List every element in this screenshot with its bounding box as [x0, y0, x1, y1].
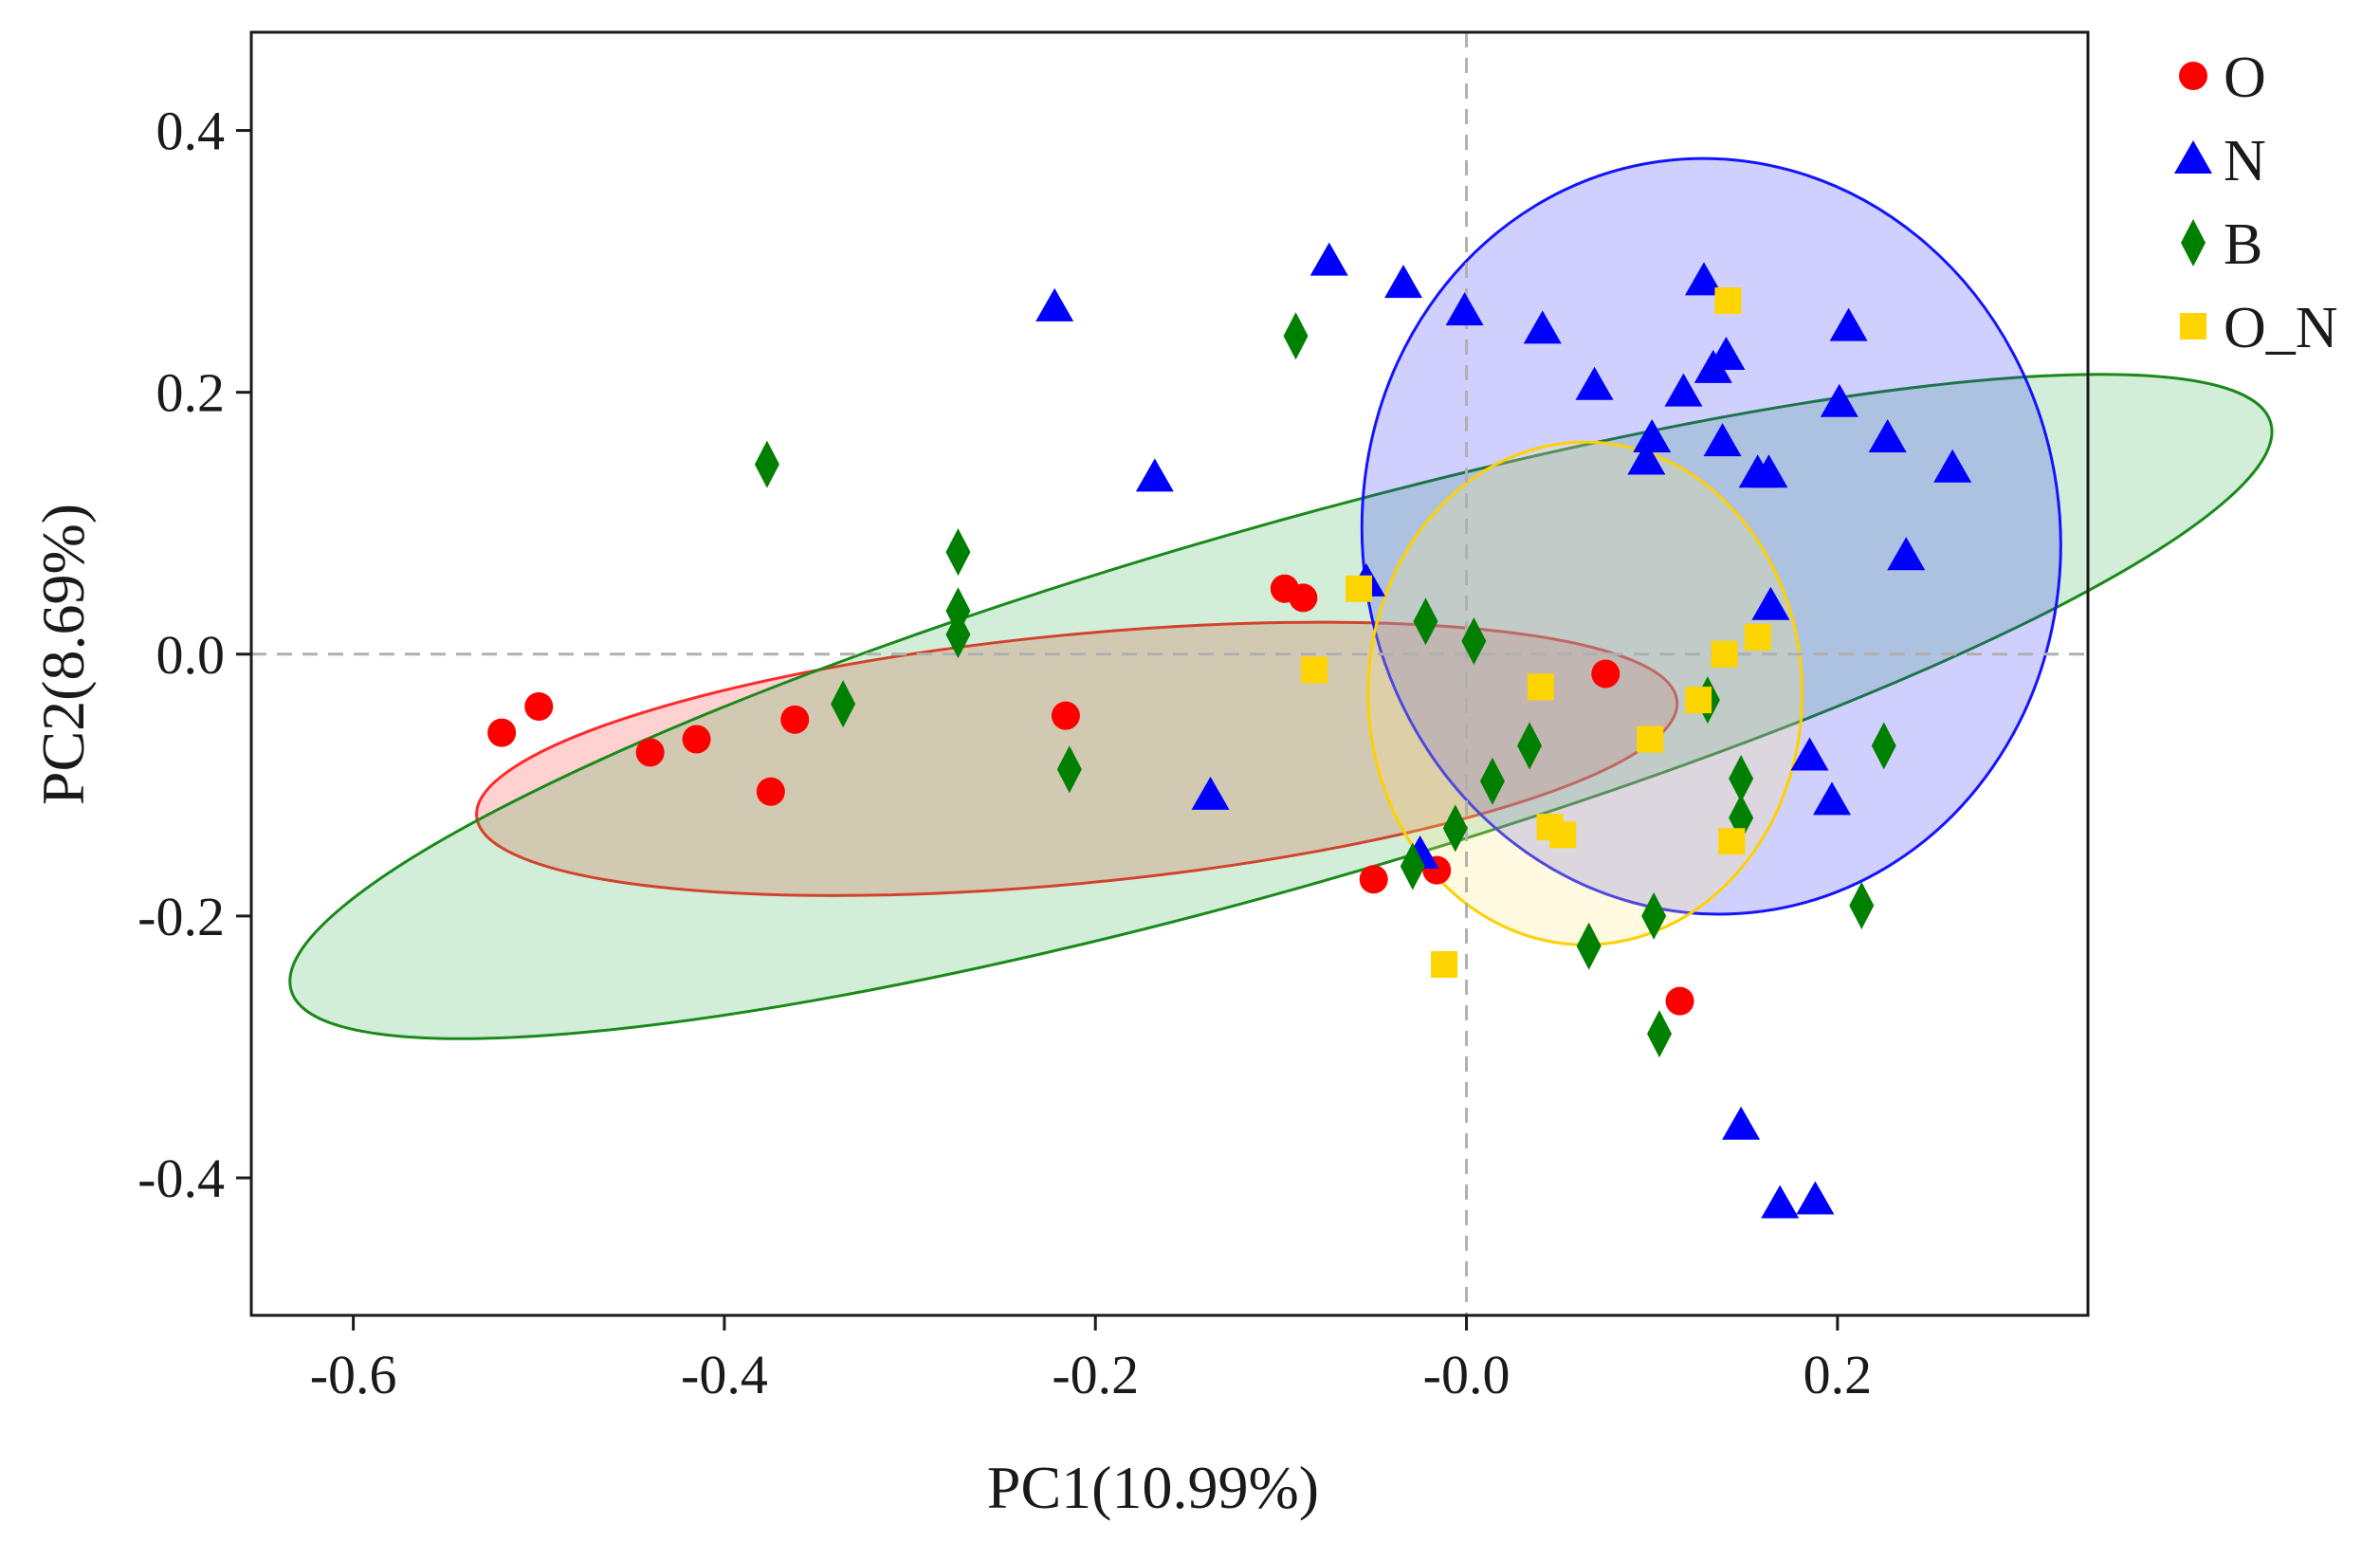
- y-tick-label: -0.4: [137, 1147, 225, 1209]
- legend-label-o-n: O_N: [2224, 296, 2338, 360]
- data-point-b: [831, 680, 856, 728]
- data-point-o-n: [1744, 623, 1771, 651]
- data-point-n: [1633, 418, 1672, 452]
- data-point-o: [1665, 986, 1694, 1016]
- data-point-n: [1035, 287, 1074, 321]
- data-point-n: [1445, 292, 1484, 326]
- data-point-n: [1707, 337, 1746, 371]
- y-tick-label: 0.4: [156, 101, 226, 162]
- data-point-o: [1591, 659, 1620, 688]
- data-point-b: [945, 611, 971, 659]
- legend-marker-n: [2174, 140, 2212, 174]
- data-point-b: [1413, 597, 1438, 646]
- plot-frame: [249, 30, 2090, 1317]
- data-point-b: [945, 528, 971, 577]
- data-point-b: [1517, 722, 1543, 770]
- data-point-n: [1684, 262, 1723, 296]
- data-point-o: [1289, 583, 1318, 613]
- data-point-o: [635, 738, 665, 767]
- x-tick-label: -0.4: [681, 1344, 768, 1405]
- data-point-n: [1868, 418, 1907, 452]
- data-point-o-n: [1549, 821, 1577, 849]
- ellipse-layer: [288, 156, 2274, 1040]
- data-point-n: [1575, 366, 1614, 400]
- data-point-n: [1664, 373, 1703, 407]
- legend: ONB O_N: [2174, 46, 2338, 360]
- axis-layer: -0.6 -0.4 -0.2 -0.0 0.2 -0.4 -0.2 0.0 0.2 0.4: [137, 101, 1872, 1405]
- data-point-n: [1829, 307, 1868, 341]
- data-point-b: [1442, 804, 1468, 853]
- data-point-n: [1887, 537, 1926, 571]
- data-point-b: [1647, 1010, 1673, 1058]
- legend-label-b: B: [2224, 212, 2262, 277]
- data-point-o-n: [1346, 575, 1373, 602]
- data-point-n: [1749, 454, 1788, 488]
- legend-marker-b: [2181, 219, 2206, 266]
- data-point-b: [754, 440, 779, 488]
- data-point-o-n: [1301, 656, 1328, 684]
- data-point-n: [1820, 383, 1858, 417]
- data-point-b: [1576, 922, 1602, 970]
- y-axis-label: PC2(8.69%): [29, 504, 97, 805]
- data-point-o-n: [1431, 950, 1458, 978]
- data-point-n: [1796, 1181, 1835, 1215]
- legend-label-o: O: [2224, 46, 2266, 110]
- data-point-o: [524, 692, 554, 722]
- data-point-o-n: [1714, 287, 1742, 315]
- data-point-b: [1461, 616, 1487, 665]
- x-axis-label: PC1(10.99%): [987, 1454, 1319, 1521]
- data-point-o: [756, 777, 785, 806]
- data-point-n: [1933, 449, 1972, 483]
- data-point-o-n: [1685, 687, 1712, 714]
- y-tick-label: -0.2: [137, 886, 225, 947]
- data-point-n: [1384, 265, 1423, 299]
- data-point-b: [1056, 745, 1082, 794]
- data-point-b: [1729, 754, 1754, 802]
- confidence-ellipse-b: [288, 373, 2274, 1040]
- confidence-ellipse-o: [475, 620, 1679, 897]
- x-tick-label: -0.2: [1052, 1344, 1139, 1405]
- legend-marker-o-n: [2180, 313, 2206, 340]
- data-point-b: [1400, 842, 1425, 890]
- point-layer: [487, 242, 1972, 1219]
- data-point-b: [1283, 312, 1309, 360]
- data-point-n: [1309, 242, 1348, 276]
- data-point-n: [1751, 586, 1790, 620]
- data-point-n: [1703, 423, 1742, 457]
- data-point-n: [1523, 310, 1562, 344]
- data-point-n: [1790, 737, 1829, 771]
- data-point-o: [682, 725, 711, 754]
- data-point-b: [1479, 757, 1505, 805]
- data-point-b: [1641, 891, 1667, 940]
- data-point-n: [1191, 776, 1230, 810]
- data-point-o-n: [1718, 828, 1746, 855]
- data-point-o-n: [1711, 640, 1738, 668]
- x-tick-label: 0.2: [1803, 1344, 1873, 1405]
- data-point-n: [1812, 781, 1851, 816]
- data-point-n: [1761, 1184, 1800, 1219]
- x-tick-label: -0.0: [1423, 1344, 1510, 1405]
- data-point-o: [780, 705, 810, 734]
- data-point-o: [1359, 865, 1388, 894]
- data-point-o: [487, 718, 517, 747]
- data-point-b: [1849, 881, 1875, 929]
- y-tick-label: 0.0: [156, 624, 226, 686]
- x-tick-label: -0.6: [310, 1344, 397, 1405]
- y-tick-label: 0.2: [156, 362, 226, 424]
- reference-lines: [251, 32, 2088, 1315]
- data-point-o-n: [1527, 673, 1554, 701]
- data-point-o: [1051, 701, 1080, 730]
- legend-label-n: N: [2224, 129, 2266, 193]
- legend-marker-o: [2179, 62, 2207, 90]
- data-point-n: [1627, 441, 1666, 475]
- data-point-b: [1871, 722, 1896, 770]
- data-point-o-n: [1637, 725, 1664, 753]
- data-point-n: [1135, 458, 1174, 492]
- data-point-n: [1722, 1106, 1761, 1140]
